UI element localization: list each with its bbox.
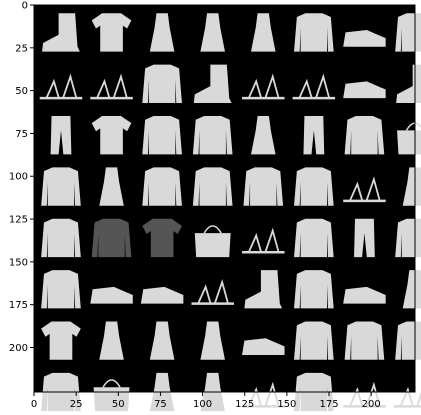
image-tile-pullover-hooded (344, 321, 385, 360)
image-tile-sandal (90, 73, 133, 100)
y-tick-label: 125 (9, 215, 28, 226)
image-tile-t-shirt (91, 115, 132, 155)
image-tile-sandal (191, 279, 234, 305)
image-tile-sneaker (242, 338, 285, 356)
x-tick-label: 150 (277, 399, 296, 410)
image-tile-dress-sleeveless (251, 13, 276, 52)
image-tile-ankle-boot (244, 270, 283, 309)
image-tile-t-shirt-dark (142, 218, 182, 258)
image-tile-dress (99, 167, 124, 206)
y-tick-label: 175 (9, 300, 28, 311)
image-tile-pullover (294, 270, 334, 309)
image-tile-pullover (41, 270, 81, 309)
image-tile-bag (194, 225, 231, 258)
image-tile-t-shirt-printed (91, 13, 132, 52)
image-tile-pullover (294, 321, 334, 360)
image-tile-t-shirt-printed (41, 321, 81, 360)
x-tick-label: 25 (70, 399, 83, 410)
image-tile-coat (192, 167, 233, 206)
x-tick-label: 100 (193, 399, 212, 410)
image-tile-sandal (242, 227, 285, 254)
x-tick-label: 200 (362, 399, 381, 410)
x-tick-label: 0 (31, 399, 37, 410)
y-tick-label: 25 (15, 43, 28, 54)
y-tick-label: 200 (9, 343, 28, 354)
x-tick-label: 125 (235, 399, 254, 410)
image-tile-pullover-dark (91, 218, 132, 258)
image-tile-coat-hooded (344, 115, 385, 155)
image-tile-dress (200, 321, 225, 360)
image-tile-dress-sleeveless (149, 13, 175, 52)
image-tile-sneaker (343, 30, 386, 47)
image-tile-pullover (142, 115, 182, 155)
plot-frame (33, 4, 416, 393)
image-tile-shirt (41, 218, 81, 258)
image-tile-trouser (354, 218, 375, 258)
image-tile-sandal (242, 73, 285, 100)
y-tick-label: 0 (22, 1, 28, 12)
image-tile-pullover (395, 13, 421, 52)
image-tile-trouser (303, 115, 325, 155)
x-axis: 0 25 50 75 100 125 150 175 200 (31, 392, 381, 410)
x-tick-label: 50 (112, 399, 125, 410)
image-tile-pullover (294, 218, 334, 258)
image-tile-dress (402, 167, 421, 206)
y-tick-label: 50 (15, 86, 28, 97)
image-tile-coat (243, 167, 284, 206)
y-axis: 0 25 50 75 100 125 150 175 200 (9, 1, 34, 354)
x-tick-label: 75 (154, 399, 167, 410)
image-tile-coat (192, 115, 233, 155)
image-tile-shirt (395, 218, 421, 258)
image-tile-ankle-boot (193, 64, 232, 103)
image-tile-pullover-striped (142, 167, 182, 206)
image-tile-sneaker (140, 286, 184, 304)
image-tile-dress-short-sleeve (200, 13, 225, 52)
image-tile-coat (294, 167, 334, 206)
y-tick-label: 75 (15, 129, 28, 140)
image-tile-pullover-striped (294, 13, 334, 52)
image-tile-ankle-boot (42, 13, 80, 52)
x-tick-label: 175 (319, 399, 338, 410)
y-tick-label: 150 (9, 257, 28, 268)
image-tile-dress (251, 115, 276, 155)
image-tile-trouser (50, 115, 72, 155)
image-tile-shirt (142, 64, 182, 103)
image-tile-sandal (393, 387, 421, 408)
image-tile-sandal (39, 73, 83, 100)
image-tile-sandal (292, 73, 336, 100)
image-tile-dress (402, 270, 421, 309)
image-tile-bag (93, 379, 130, 412)
image-tile-shirt (395, 321, 421, 360)
image-tile-sneaker (90, 286, 133, 304)
image-tile-dress (99, 321, 124, 360)
image-tile-pullover (41, 167, 81, 206)
y-tick-label: 100 (9, 172, 28, 183)
image-tile-sandal-flat (343, 176, 386, 203)
image-tile-sandal (242, 381, 285, 408)
image-tile-dress (149, 321, 175, 360)
image-tile-sneaker (343, 81, 386, 99)
image-tile-sandal-flat (343, 381, 386, 408)
image-tile-sneaker (343, 286, 386, 304)
